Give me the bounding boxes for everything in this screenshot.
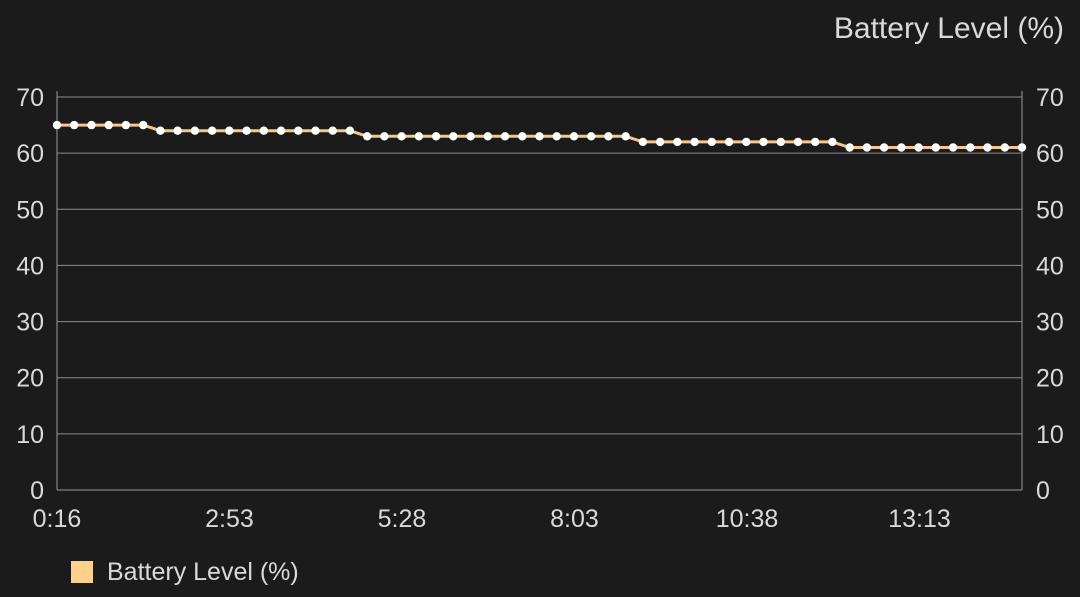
data-point — [52, 120, 62, 130]
data-point — [311, 126, 320, 135]
data-point — [569, 132, 579, 141]
data-point — [948, 143, 958, 152]
x-tick-label: 13:13 — [888, 505, 951, 533]
y-tick-label-right: 40 — [1036, 252, 1064, 280]
data-point — [604, 132, 613, 141]
y-tick-label-right: 20 — [1036, 365, 1064, 393]
data-point — [983, 143, 992, 152]
series-layer — [52, 120, 1027, 152]
data-point — [242, 126, 251, 135]
data-point — [862, 143, 872, 152]
data-point — [707, 137, 716, 147]
tick-labels: 0 0 10 10 20 20 30 30 40 40 50 50 60 60 70 70 0:16 2:53 5:… — [16, 84, 1064, 533]
data-point — [259, 126, 268, 135]
x-tick-label: 2:53 — [205, 505, 254, 533]
data-point — [724, 137, 734, 147]
data-point — [535, 132, 544, 141]
data-point — [966, 143, 975, 152]
data-point — [1000, 143, 1009, 152]
data-point — [500, 132, 510, 141]
x-tick-label: 10:38 — [716, 505, 779, 533]
data-point — [173, 126, 182, 135]
data-point — [897, 143, 906, 152]
legend-swatch — [71, 561, 93, 583]
data-point — [828, 137, 837, 147]
data-point — [793, 137, 803, 147]
data-point — [1017, 143, 1027, 152]
data-point — [104, 120, 113, 130]
data-point — [328, 126, 337, 135]
data-point — [466, 132, 475, 141]
y-tick-label-right: 0 — [1036, 477, 1050, 505]
data-point — [121, 120, 131, 130]
data-point — [552, 132, 561, 141]
data-point — [742, 137, 751, 147]
x-tick-label: 0:16 — [33, 505, 82, 533]
grid-layer — [57, 96, 1022, 435]
data-point — [207, 126, 217, 135]
y-tick-label-left: 0 — [30, 477, 44, 505]
data-point — [87, 120, 96, 130]
legend: Battery Level (%) — [71, 557, 299, 587]
data-point — [345, 126, 355, 135]
data-point — [776, 137, 785, 147]
data-point — [397, 132, 406, 141]
y-tick-label-left: 60 — [16, 140, 44, 168]
y-tick-label-left: 30 — [16, 309, 44, 337]
axis-layer — [56, 91, 1023, 491]
data-point — [673, 137, 682, 147]
y-tick-label-right: 50 — [1036, 196, 1064, 224]
chart-title: Battery Level (%) — [834, 12, 1064, 45]
data-point — [483, 132, 492, 141]
data-point — [276, 126, 286, 135]
data-point — [587, 132, 596, 141]
data-point — [845, 143, 854, 152]
data-point — [759, 137, 768, 147]
data-point — [363, 132, 372, 141]
y-tick-label-right: 30 — [1036, 309, 1064, 337]
y-tick-label-left: 40 — [16, 252, 44, 280]
data-point — [414, 132, 424, 141]
data-point — [879, 143, 889, 152]
data-point — [811, 137, 820, 147]
data-point — [690, 137, 699, 147]
data-point — [518, 132, 527, 141]
y-tick-label-left: 20 — [16, 365, 44, 393]
y-tick-label-right: 70 — [1036, 84, 1064, 112]
data-point — [449, 132, 458, 141]
y-tick-label-left: 10 — [16, 421, 44, 449]
y-tick-label-right: 60 — [1036, 140, 1064, 168]
data-point — [294, 126, 303, 135]
data-point — [914, 143, 923, 152]
data-point — [190, 126, 200, 135]
data-point — [431, 132, 441, 141]
data-point — [621, 132, 630, 141]
data-point — [70, 120, 79, 130]
y-tick-label-left: 70 — [16, 84, 44, 112]
x-tick-label: 5:28 — [378, 505, 427, 533]
data-point — [655, 137, 665, 147]
legend-label: Battery Level (%) — [107, 558, 299, 586]
data-point — [931, 143, 940, 152]
x-tick-label: 8:03 — [550, 505, 599, 533]
data-point — [139, 120, 148, 130]
data-point — [156, 126, 165, 135]
data-point — [638, 137, 648, 147]
data-point — [225, 126, 234, 135]
y-tick-label-left: 50 — [16, 196, 44, 224]
data-point — [380, 132, 389, 141]
y-tick-label-right: 10 — [1036, 421, 1064, 449]
